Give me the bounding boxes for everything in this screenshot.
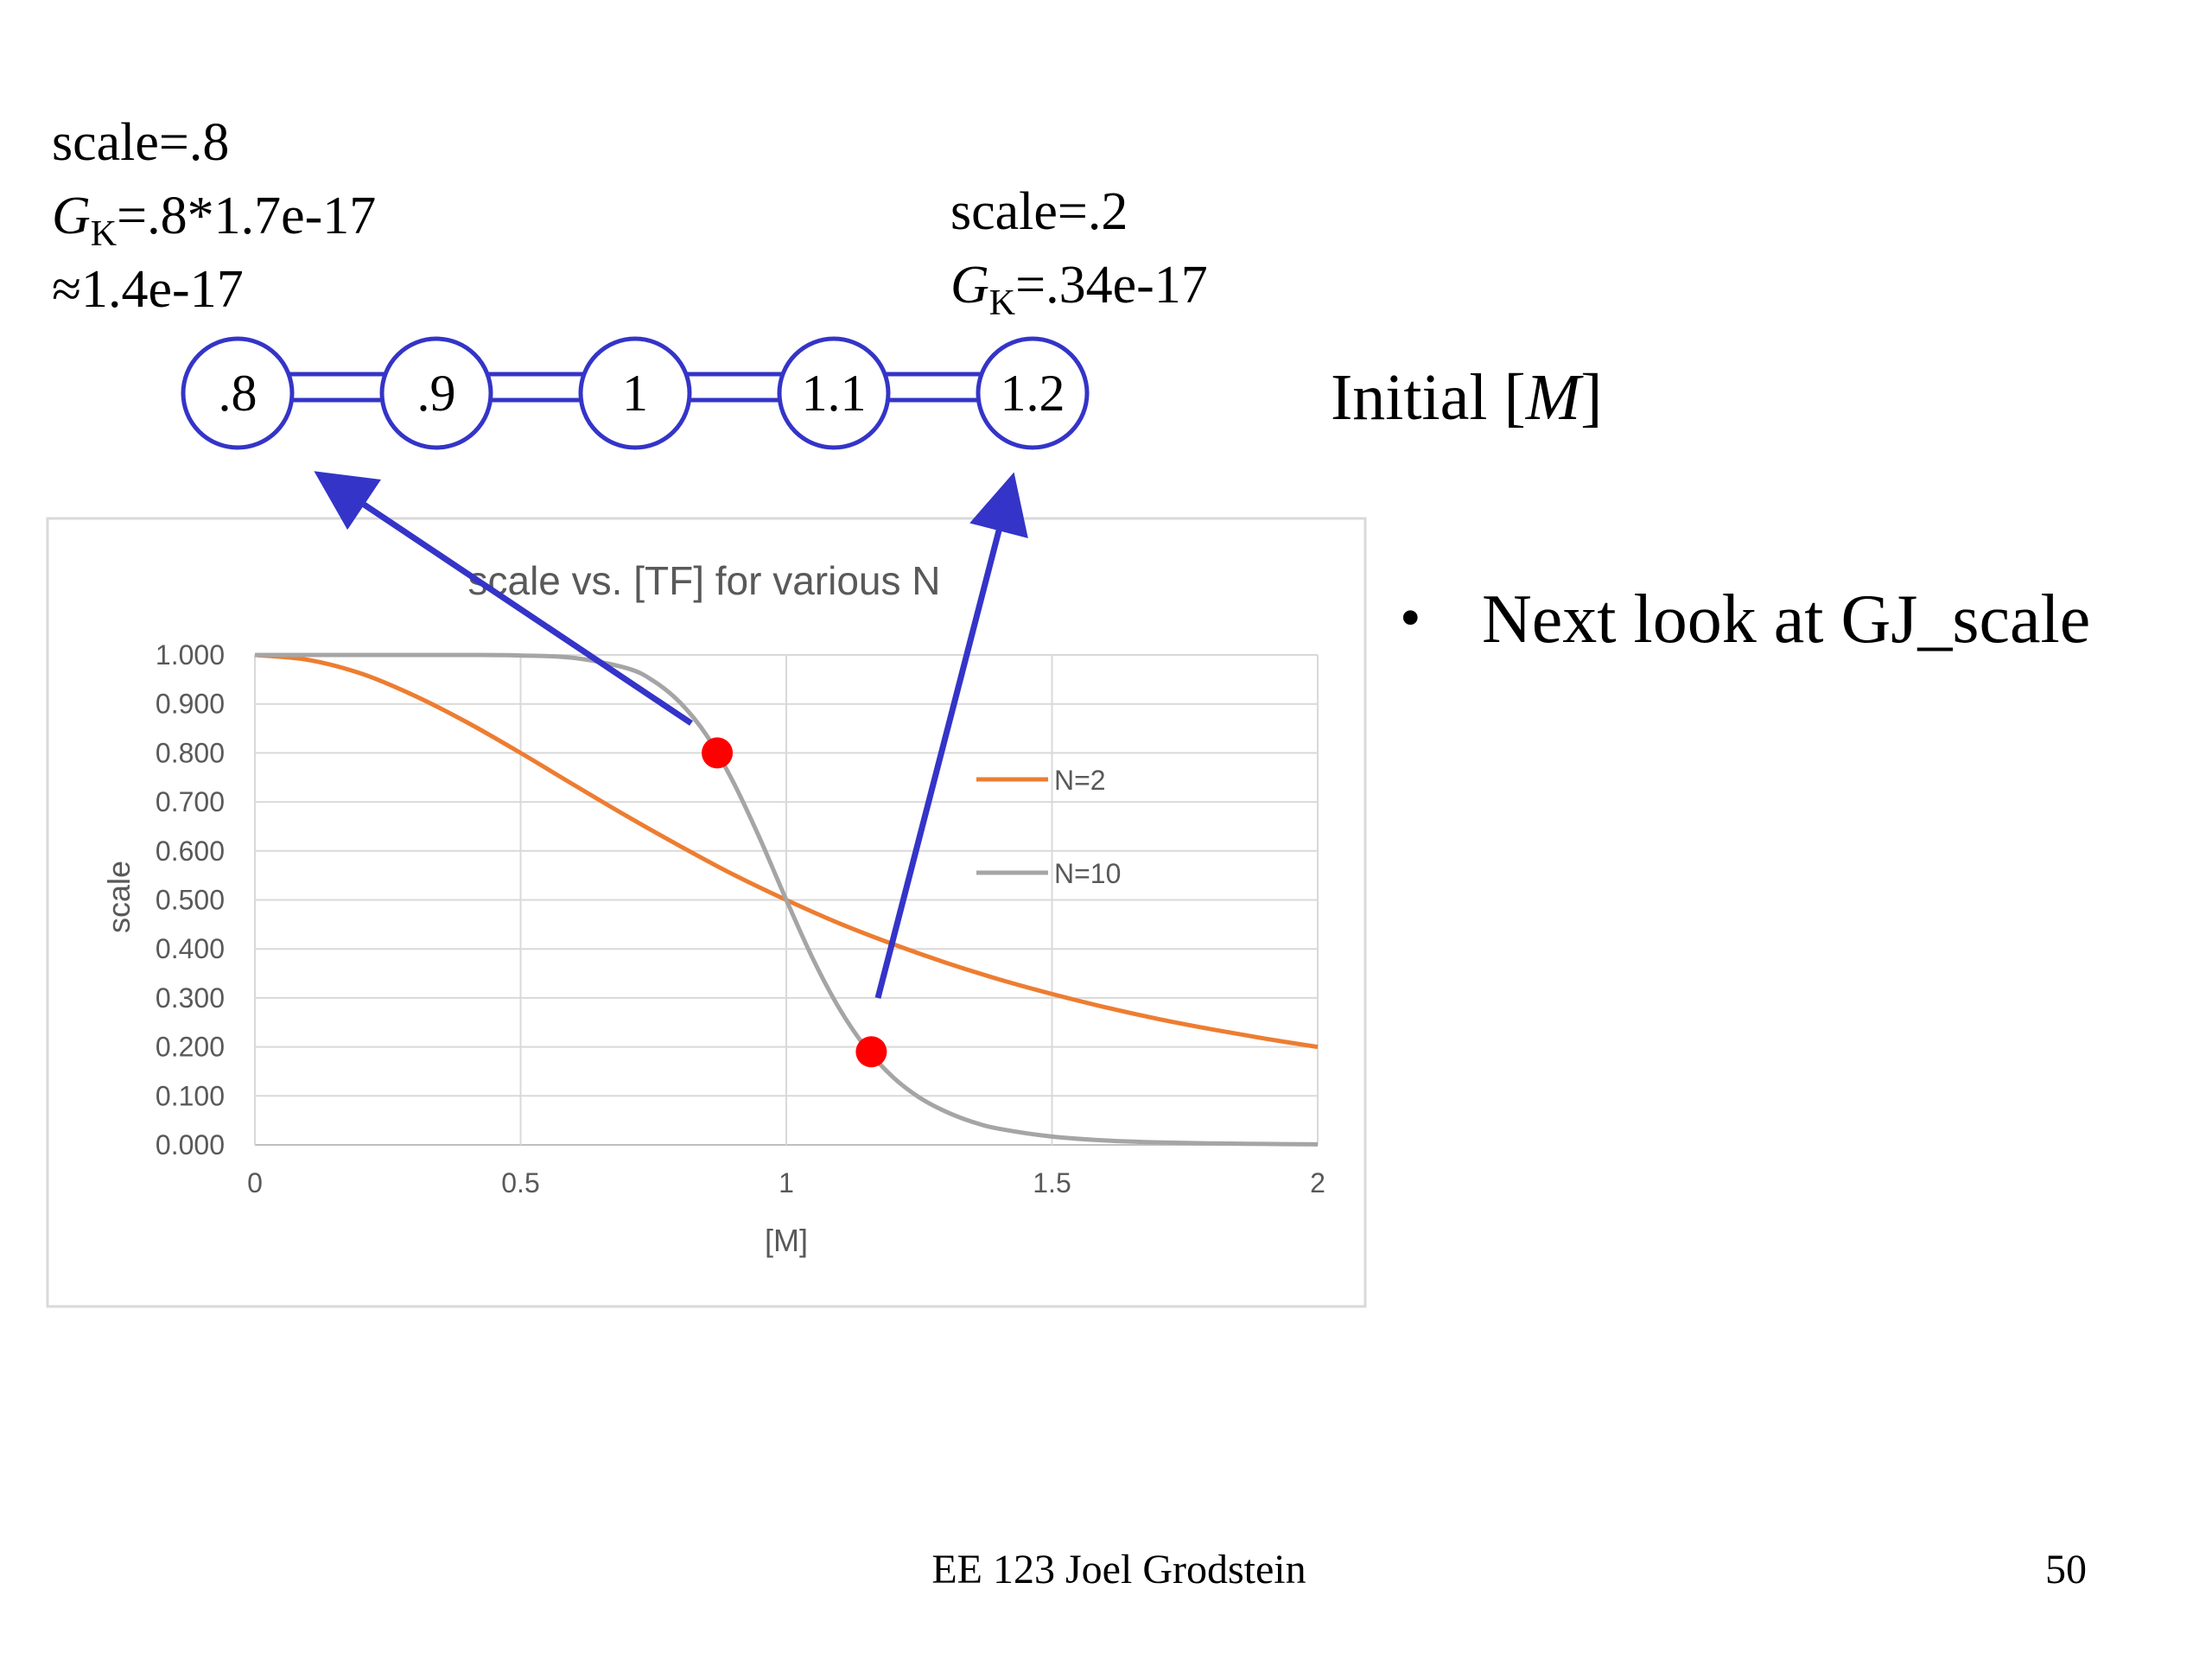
node-circle-4: [777, 336, 891, 450]
x-tick-label: 0: [247, 1167, 263, 1198]
legend-label-n2: N=2: [1054, 765, 1106, 796]
node-chain: [181, 336, 1090, 450]
page-number: 50: [2045, 1547, 2087, 1592]
node-circle-5: [976, 336, 1090, 450]
y-tick-label: 0.000: [156, 1129, 225, 1160]
left-note-gk-symbol: G: [52, 187, 91, 245]
node-label: 1: [622, 365, 648, 422]
right-note-line2: GK=.34e-17: [950, 256, 1208, 323]
initial-var: M: [1525, 361, 1584, 434]
node-circle-3: [578, 336, 692, 450]
chain-link-4: [879, 372, 988, 403]
chain-link-1: [283, 372, 391, 403]
y-tick-label: 0.800: [156, 737, 225, 768]
left-note-gk-subscript: K: [91, 214, 117, 254]
y-tick-label: 0.600: [156, 836, 225, 867]
left-note-gk-value: =.8*1.7e-17: [117, 187, 376, 245]
series-line-n10: [254, 652, 1319, 1147]
series-line-n2: [254, 652, 1319, 1050]
node-label: .8: [219, 365, 257, 422]
y-tick-label: 0.900: [156, 689, 225, 720]
arrow-to-node-12: [874, 472, 1028, 999]
chart-x-axis-label: [M]: [765, 1223, 808, 1258]
right-note-gk-subscript: K: [989, 283, 1015, 323]
y-tick-label: 0.500: [156, 885, 225, 916]
y-tick-label: 0.400: [156, 933, 225, 964]
x-tick-label: 2: [1310, 1167, 1325, 1198]
y-tick-label: 1.000: [156, 639, 225, 671]
legend-label-n10: N=10: [1054, 858, 1121, 889]
right-note-line1: scale=.2: [950, 182, 1128, 241]
node-labels: .8 .9 1 1.1 1.2: [219, 365, 1065, 422]
highlight-point: [702, 737, 734, 769]
right-note-gk-symbol: G: [950, 256, 989, 315]
left-note-line1: scale=.8: [52, 113, 229, 172]
right-note-gk-value: =.34e-17: [1015, 256, 1208, 315]
chart-legend: N=2 N=10: [976, 765, 1121, 889]
x-tick-label: 1.5: [1033, 1167, 1071, 1198]
chain-link-3: [680, 372, 789, 403]
node-circle-1: [181, 336, 295, 450]
bullet-text: Next look at GJ_scale: [1482, 582, 2090, 658]
y-tick-label: 0.700: [156, 786, 225, 817]
chart-series: [254, 652, 1319, 1147]
x-tick-label: 0.5: [501, 1167, 539, 1198]
x-tick-label: 1: [779, 1167, 794, 1198]
y-tick-label: 0.300: [156, 982, 225, 1014]
node-label: 1.2: [1001, 365, 1065, 422]
chart-highlight-points: [702, 737, 887, 1068]
chart-title: scale vs. [TF] for various N: [467, 558, 940, 603]
chain-link-2: [481, 372, 590, 403]
y-tick-label: 0.200: [156, 1032, 225, 1063]
left-note-line3: ≈1.4e-17: [52, 260, 244, 319]
initial-m-label: Initial [M]: [1331, 361, 1602, 434]
highlight-point: [855, 1036, 887, 1068]
node-circle-2: [379, 336, 493, 450]
initial-prefix: Initial [: [1331, 361, 1526, 434]
chart-x-tick-labels: 0 0.5 1 1.5 2: [247, 1167, 1325, 1198]
chart-y-tick-labels: 0.000 0.100 0.200 0.300 0.400 0.500 0.600 0.700…: [156, 639, 225, 1160]
left-note-line2: GK=.8*1.7e-17: [52, 187, 376, 254]
y-tick-label: 0.100: [156, 1080, 225, 1111]
node-label: 1.1: [802, 365, 867, 422]
chart-frame: [46, 517, 1367, 1308]
bullet-mark: •: [1400, 585, 1421, 652]
initial-suffix: ]: [1580, 361, 1602, 434]
node-label: .9: [417, 365, 456, 422]
chart-y-axis-label: scale: [101, 861, 137, 933]
arrow-to-node-08: [314, 471, 693, 726]
footer-author: EE 123 Joel Grodstein: [931, 1547, 1306, 1592]
